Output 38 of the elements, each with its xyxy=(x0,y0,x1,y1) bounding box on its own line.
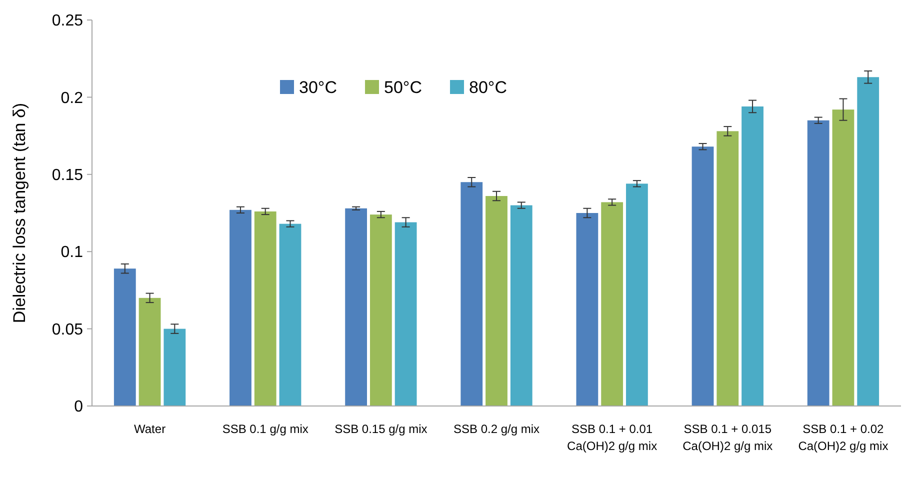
bar xyxy=(626,184,648,406)
bar xyxy=(279,224,302,406)
legend-label: 30°C xyxy=(299,78,337,97)
y-tick-label: 0.25 xyxy=(52,12,84,30)
x-tick-label: SSB 0.15 g/g mix xyxy=(334,422,428,436)
bar xyxy=(576,213,598,406)
bar xyxy=(254,211,276,406)
bar xyxy=(138,298,161,406)
bar xyxy=(510,205,532,406)
y-tick-label: 0.1 xyxy=(60,244,84,262)
x-tick-label: Water xyxy=(134,422,166,436)
bar xyxy=(716,131,739,406)
bar xyxy=(394,222,417,406)
legend-label: 50°C xyxy=(384,78,422,97)
bar xyxy=(692,146,714,406)
y-tick-label: 0 xyxy=(74,398,84,416)
y-axis-title: Dielectric loss tangent (tan δ) xyxy=(10,102,29,324)
bar xyxy=(114,268,136,406)
bar xyxy=(742,106,764,406)
bar xyxy=(832,110,854,406)
bar xyxy=(164,328,186,406)
bar xyxy=(345,208,367,406)
x-tick-label: SSB 0.1 + 0.01 Ca(OH)2 g/g mix xyxy=(567,422,658,453)
legend-label: 80°C xyxy=(469,78,507,97)
y-tick-label: 0.15 xyxy=(52,167,84,184)
bar xyxy=(370,214,392,406)
bar xyxy=(486,196,508,406)
x-tick-label: SSB 0.1 g/g mix xyxy=(222,422,308,436)
bar xyxy=(807,120,830,406)
y-tick-label: 0.2 xyxy=(60,90,84,107)
bar xyxy=(601,202,624,406)
bar xyxy=(230,210,252,406)
x-tick-label: SSB 0.1 + 0.015 Ca(OH)2 g/g mix xyxy=(682,422,773,453)
y-tick-label: 0.05 xyxy=(52,321,84,338)
bar xyxy=(857,77,880,406)
x-tick-label: SSB 0.1 + 0.02 Ca(OH)2 g/g mix xyxy=(798,422,888,453)
x-tick-label: SSB 0.2 g/g mix xyxy=(453,422,540,436)
bar xyxy=(460,182,483,406)
